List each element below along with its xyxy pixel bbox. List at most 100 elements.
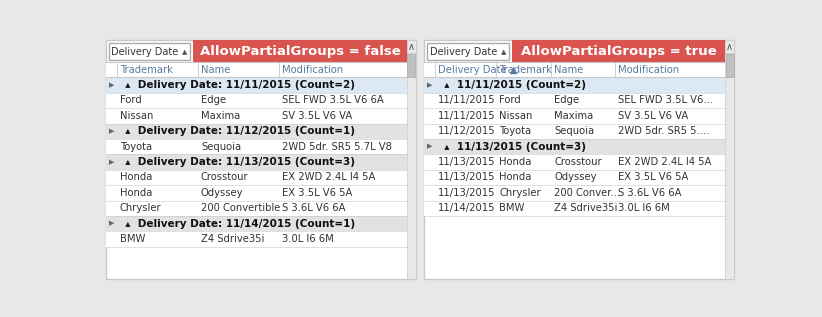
Text: ∧: ∧ (726, 42, 733, 51)
Text: S 3.6L V6 6A: S 3.6L V6 6A (282, 203, 345, 213)
Text: SV 3.5L V6 VA: SV 3.5L V6 VA (282, 111, 353, 121)
Bar (427, 43, 509, 60)
Bar (106, 93, 407, 108)
Text: Crosstour: Crosstour (554, 157, 602, 167)
Bar (424, 201, 725, 216)
Text: ▶: ▶ (427, 144, 433, 150)
Text: Edge: Edge (201, 95, 226, 106)
Text: 2WD 5dr. SR5 5....: 2WD 5dr. SR5 5.... (618, 126, 709, 136)
Text: EX 2WD 2.4L I4 5A: EX 2WD 2.4L I4 5A (618, 157, 711, 167)
Text: BMW: BMW (120, 234, 145, 244)
Text: Odyssey: Odyssey (201, 188, 243, 198)
Text: Chrysler: Chrysler (120, 203, 161, 213)
Bar (106, 139, 407, 154)
Bar (106, 154, 407, 170)
Text: Name: Name (201, 65, 230, 74)
Text: BMW: BMW (499, 203, 524, 213)
Text: 11/13/2015: 11/13/2015 (438, 157, 496, 167)
Text: ▴  11/13/2015 (Count=3): ▴ 11/13/2015 (Count=3) (436, 142, 586, 152)
Text: Modification: Modification (282, 65, 344, 74)
Text: EX 3.5L V6 5A: EX 3.5L V6 5A (618, 172, 688, 182)
Bar (106, 62, 407, 77)
Text: EX 2WD 2.4L I4 5A: EX 2WD 2.4L I4 5A (282, 172, 376, 182)
Text: Sequoia: Sequoia (554, 126, 594, 136)
Text: Maxima: Maxima (554, 111, 593, 121)
Text: Z4 Sdrive35i: Z4 Sdrive35i (554, 203, 617, 213)
Bar (424, 62, 725, 77)
Bar (106, 216, 407, 231)
Text: 3.0L I6 6M: 3.0L I6 6M (618, 203, 670, 213)
Bar (424, 185, 725, 201)
Text: Name: Name (554, 65, 584, 74)
Text: ▶: ▶ (109, 82, 114, 88)
Text: Ford: Ford (499, 95, 521, 106)
Text: ▶: ▶ (109, 128, 114, 134)
Bar (106, 77, 407, 93)
Text: Edge: Edge (554, 95, 580, 106)
Text: ▶: ▶ (427, 82, 433, 88)
Text: 11/11/2015: 11/11/2015 (438, 95, 496, 106)
Bar (106, 108, 407, 124)
Bar (424, 124, 725, 139)
Text: Honda: Honda (120, 188, 152, 198)
Bar (407, 40, 416, 279)
Bar (106, 185, 407, 201)
Text: ▴  Delivery Date: 11/14/2015 (Count=1): ▴ Delivery Date: 11/14/2015 (Count=1) (118, 219, 355, 229)
Text: ▴  Delivery Date: 11/13/2015 (Count=3): ▴ Delivery Date: 11/13/2015 (Count=3) (118, 157, 355, 167)
Text: ▶: ▶ (109, 221, 114, 227)
Text: SV 3.5L V6 VA: SV 3.5L V6 VA (618, 111, 688, 121)
Text: Odyssey: Odyssey (554, 172, 597, 182)
Text: Toyota: Toyota (499, 126, 531, 136)
Text: Trademark: Trademark (120, 65, 173, 74)
Text: Z4 Sdrive35i: Z4 Sdrive35i (201, 234, 265, 244)
Bar (106, 170, 407, 185)
Text: Trademark: Trademark (499, 65, 552, 74)
Text: Honda: Honda (499, 157, 532, 167)
Text: 2WD 5dr. SR5 5.7L V8: 2WD 5dr. SR5 5.7L V8 (282, 142, 392, 152)
Text: AllowPartialGroups = true: AllowPartialGroups = true (520, 45, 717, 58)
Bar (407, 40, 416, 53)
Text: 11/14/2015: 11/14/2015 (438, 203, 496, 213)
Text: ▴  Delivery Date: 11/11/2015 (Count=2): ▴ Delivery Date: 11/11/2015 (Count=2) (118, 80, 355, 90)
Text: ∧: ∧ (408, 42, 415, 51)
Text: ▴  Delivery Date: 11/12/2015 (Count=1): ▴ Delivery Date: 11/12/2015 (Count=1) (118, 126, 355, 136)
Text: Delivery Date: Delivery Date (111, 47, 178, 57)
Text: S 3.6L V6 6A: S 3.6L V6 6A (618, 188, 681, 198)
Bar (725, 40, 734, 53)
Text: EX 3.5L V6 5A: EX 3.5L V6 5A (282, 188, 353, 198)
Text: SEL FWD 3.5L V6 6A: SEL FWD 3.5L V6 6A (282, 95, 384, 106)
Bar (193, 40, 407, 62)
Bar (424, 40, 734, 279)
Text: 200 Conver...: 200 Conver... (554, 188, 621, 198)
Bar (424, 170, 725, 185)
Text: Modification: Modification (618, 65, 679, 74)
Bar (109, 43, 191, 60)
Bar (424, 93, 725, 108)
Bar (408, 54, 415, 77)
Text: Nissan: Nissan (120, 111, 153, 121)
Bar (106, 231, 407, 247)
Text: Honda: Honda (120, 172, 152, 182)
Bar (512, 40, 725, 62)
Text: Sequoia: Sequoia (201, 142, 241, 152)
Text: Ford: Ford (120, 95, 141, 106)
Text: Delivery Date: Delivery Date (430, 47, 497, 57)
Bar (106, 124, 407, 139)
Text: 11/13/2015: 11/13/2015 (438, 172, 496, 182)
Text: SEL FWD 3.5L V6...: SEL FWD 3.5L V6... (618, 95, 713, 106)
Text: 200 Convertible: 200 Convertible (201, 203, 280, 213)
Text: Crosstour: Crosstour (201, 172, 248, 182)
Text: ▲: ▲ (501, 49, 506, 55)
Bar (424, 77, 725, 93)
Text: Toyota: Toyota (120, 142, 152, 152)
Bar (424, 154, 725, 170)
Text: Honda: Honda (499, 172, 532, 182)
Text: ▴  11/11/2015 (Count=2): ▴ 11/11/2015 (Count=2) (436, 80, 586, 90)
Bar (424, 139, 725, 154)
Bar (106, 201, 407, 216)
Text: 3.0L I6 6M: 3.0L I6 6M (282, 234, 334, 244)
Text: Chrysler: Chrysler (499, 188, 541, 198)
Bar (725, 40, 734, 279)
Text: Delivery Date ▲: Delivery Date ▲ (438, 65, 518, 74)
Text: Nissan: Nissan (499, 111, 533, 121)
